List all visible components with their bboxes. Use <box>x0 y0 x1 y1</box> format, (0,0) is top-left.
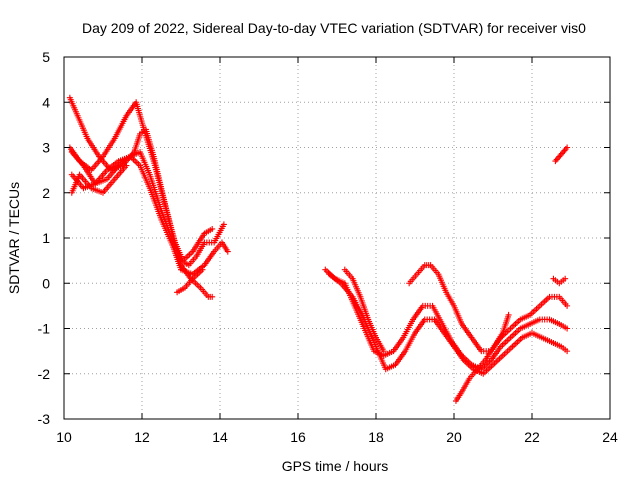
x-tick-label: 10 <box>56 429 72 445</box>
data-point <box>564 325 571 332</box>
data-point <box>564 348 571 355</box>
x-axis-label: GPS time / hours <box>282 458 389 474</box>
series-I <box>341 266 387 355</box>
series-B <box>66 99 216 264</box>
data-point <box>380 348 387 355</box>
x-tick-label: 18 <box>368 429 384 445</box>
series-G <box>322 266 571 373</box>
x-tick-label: 20 <box>446 429 462 445</box>
gridlines <box>64 57 610 419</box>
series-L <box>552 144 571 165</box>
x-tick-label: 24 <box>602 429 618 445</box>
series-E <box>68 162 130 196</box>
y-axis-label: SDTVAR / TECUs <box>6 182 22 294</box>
y-tick-label: 2 <box>42 185 50 201</box>
y-tick-label: 0 <box>42 275 50 291</box>
data-point <box>123 162 130 169</box>
y-tick-label: -1 <box>38 321 51 337</box>
data-point <box>562 275 569 282</box>
y-tick-label: 5 <box>42 49 50 65</box>
series-D <box>68 153 231 278</box>
data-point <box>209 225 216 232</box>
series-K <box>452 311 512 404</box>
x-tick-label: 22 <box>524 429 540 445</box>
x-tick-label: 16 <box>290 429 306 445</box>
y-tick-label: 1 <box>42 230 50 246</box>
y-tick-label: -2 <box>38 366 51 382</box>
y-tick-label: 4 <box>42 94 50 110</box>
data-points <box>66 94 571 404</box>
data-point <box>564 144 571 151</box>
series-M <box>550 275 569 287</box>
data-point <box>505 311 512 318</box>
data-point <box>224 248 231 255</box>
series-C <box>68 149 227 269</box>
series-F <box>174 266 206 296</box>
x-tick-label: 14 <box>212 429 228 445</box>
x-tick-label: 12 <box>134 429 150 445</box>
data-point <box>564 302 571 309</box>
data-point <box>199 266 206 273</box>
data-point <box>209 293 216 300</box>
y-tick-label: 3 <box>42 140 50 156</box>
chart-title: Day 209 of 2022, Sidereal Day-to-day VTE… <box>82 20 586 36</box>
series-H <box>326 271 571 377</box>
y-tick-label: -3 <box>38 411 51 427</box>
data-point <box>220 221 227 228</box>
